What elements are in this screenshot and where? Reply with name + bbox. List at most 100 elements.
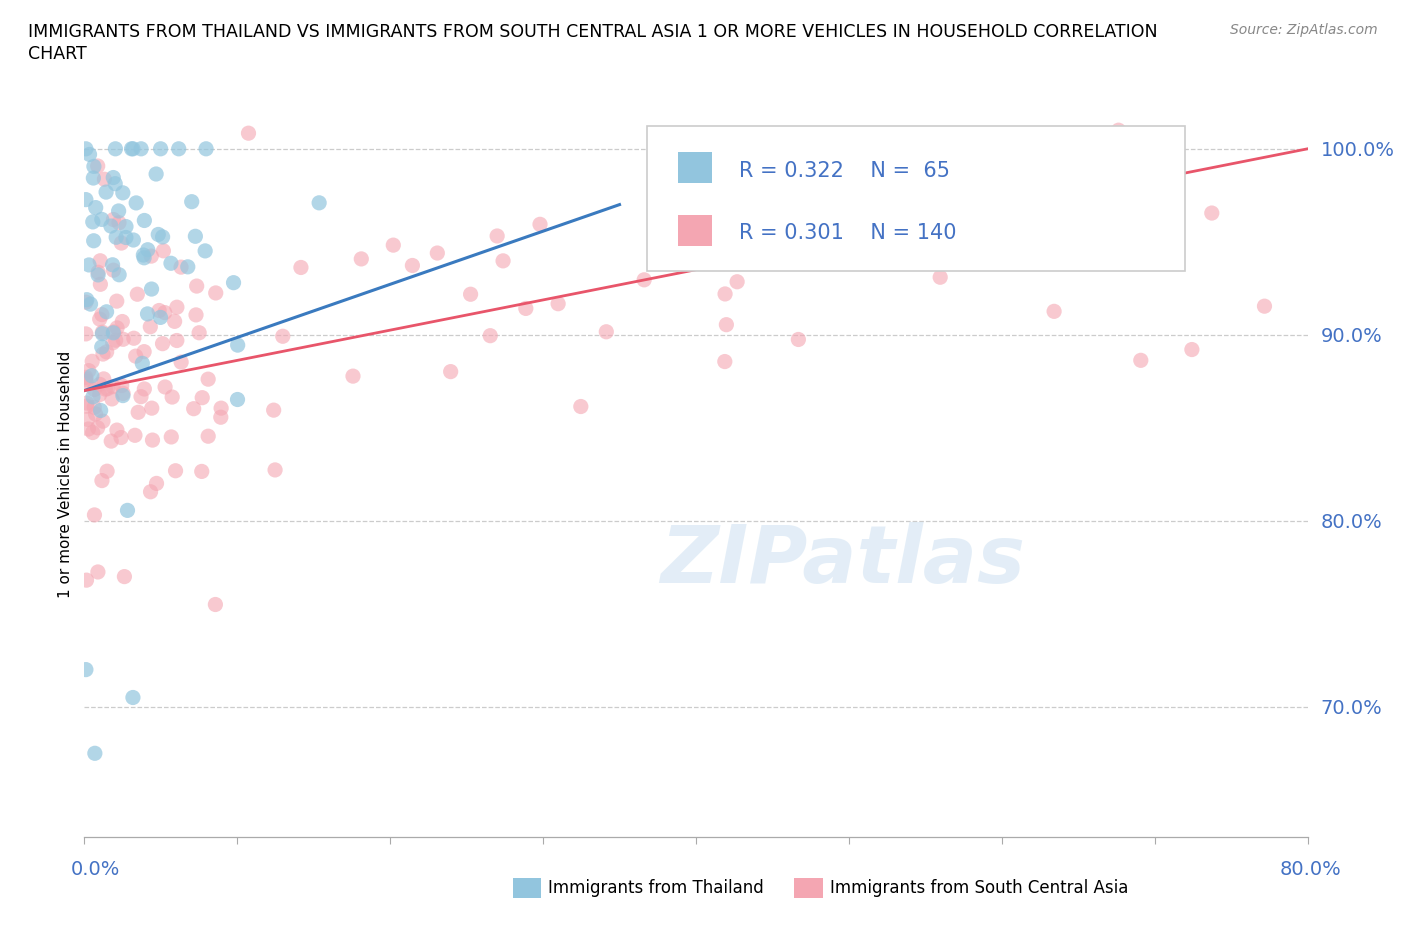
Point [440,365,463,379]
Point [104,141,127,156]
Point [94,381,117,396]
Point [186,279,208,294]
Point [139,319,162,334]
Y-axis label: 1 or more Vehicles in Household: 1 or more Vehicles in Household [58,351,73,598]
Point [929,270,952,285]
Point [569,399,592,414]
Point [121,141,143,156]
Point [515,301,537,316]
Point [83,159,105,174]
Point [132,247,155,262]
Point [226,338,249,352]
Point [91,414,114,429]
Point [148,227,170,242]
Point [149,141,172,156]
Point [153,305,176,320]
Point [160,430,183,445]
Point [290,260,312,275]
Point [86,158,108,173]
Point [112,386,135,401]
Point [82,354,104,369]
Point [76,399,98,414]
Text: CHART: CHART [28,45,87,62]
Point [127,405,149,419]
Point [105,321,128,336]
Text: 80.0%: 80.0% [1279,860,1341,879]
Point [492,253,515,268]
Point [846,189,869,204]
Point [141,282,163,297]
Point [170,354,193,369]
Point [82,170,104,185]
Point [96,381,118,396]
Point [115,230,138,245]
Point [105,422,128,437]
Point [83,400,105,415]
Point [93,371,115,386]
Point [83,382,105,397]
Point [83,746,105,761]
Point [148,303,170,318]
Point [153,379,176,394]
Point [103,263,125,278]
Point [90,403,112,418]
Point [152,337,174,352]
Point [486,229,509,244]
Point [547,297,569,312]
Point [75,141,97,156]
Point [77,421,100,436]
Point [84,200,107,215]
Point [177,259,200,274]
Point [79,297,101,312]
Point [184,308,207,323]
Text: R = 0.301    N = 140: R = 0.301 N = 140 [738,223,956,244]
Point [76,573,98,588]
Point [194,244,217,259]
Point [80,368,103,383]
Point [122,331,145,346]
Point [209,401,232,416]
Point [84,406,107,421]
Point [662,242,685,257]
Point [105,294,128,309]
Point [96,304,118,319]
Point [191,391,214,405]
Point [93,172,115,187]
Point [263,403,285,418]
Point [184,229,207,244]
Point [127,286,149,301]
Point [117,503,139,518]
Point [91,473,114,488]
Point [83,508,105,523]
Point [82,425,104,440]
Point [633,272,655,287]
Point [90,307,112,322]
Point [111,314,134,329]
Point [111,388,134,403]
Point [89,253,111,268]
Point [75,193,97,207]
Point [91,347,114,362]
Point [717,218,740,232]
Point [725,274,748,289]
Point [1181,342,1204,357]
Point [112,569,135,584]
Point [170,259,193,274]
Bar [678,216,711,246]
Point [209,410,232,425]
Point [87,265,110,280]
Point [799,184,821,199]
Point [1059,215,1081,230]
Point [238,126,260,140]
Bar [678,153,711,182]
Point [167,141,190,156]
Point [1129,352,1152,367]
Point [129,390,152,405]
Point [124,428,146,443]
Point [79,147,101,162]
Point [1201,206,1223,220]
Point [112,332,135,347]
Text: ZIPatlas: ZIPatlas [661,523,1025,601]
Point [76,412,98,427]
Point [141,432,163,447]
